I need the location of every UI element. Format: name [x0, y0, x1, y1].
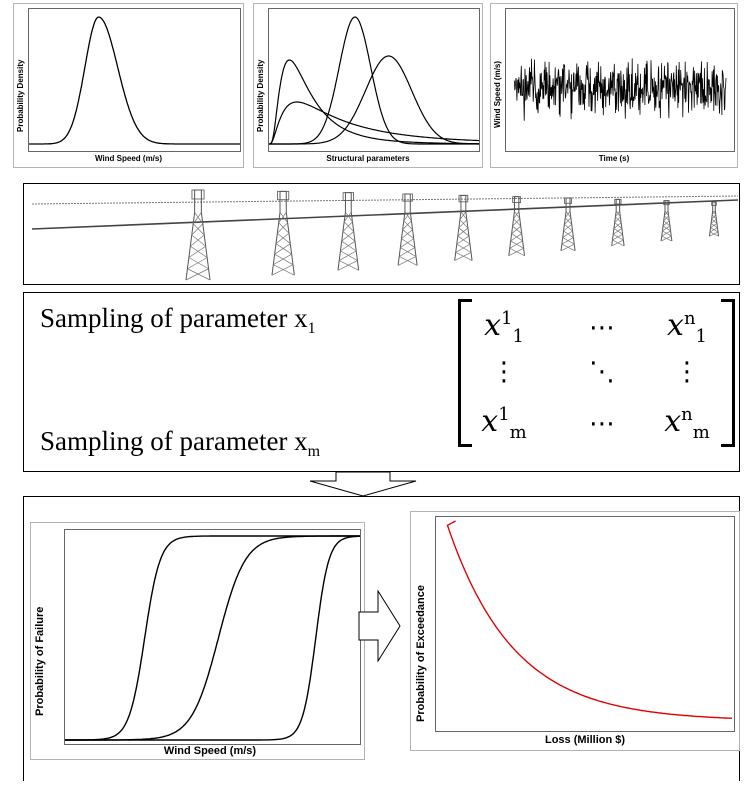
matrix-top-left: x11 [484, 308, 524, 347]
matrix-bottom-hdots: ⋯ [589, 409, 615, 439]
wind-speed-time-ylabel: Wind Speed (m/s) [493, 60, 502, 128]
transmission-tower [560, 197, 576, 252]
transmission-tower [337, 192, 360, 271]
matrix-right-vdots: ⋮ [674, 357, 700, 387]
transmission-tower [508, 196, 526, 256]
down-arrow-icon [309, 471, 417, 497]
wind-speed-pdf-xlabel: Wind Speed (m/s) [94, 154, 163, 163]
sampling-line-last-text: Sampling of parameter x [40, 426, 308, 456]
matrix-center-ddots: ⋱ [589, 357, 615, 387]
loss-exceedance-ylabel: Probability of Exceedance [415, 585, 427, 722]
transmission-tower [611, 198, 625, 247]
structural-parameters-pdf-panel: Probability Density Structural parameter… [253, 3, 483, 168]
right-arrow-icon [358, 590, 401, 662]
wind-speed-time-xlabel: Time (s) [598, 154, 630, 163]
fragility-curves [65, 535, 360, 741]
matrix-top-right: xn1 [667, 308, 707, 347]
loss-exceedance-curve [446, 520, 733, 719]
wind-speed-time-panel: Wind Speed (m/s) Time (s) [490, 3, 738, 168]
loss-exceedance-panel: Probability of Exceedance Loss (Million … [410, 511, 740, 751]
wind-speed-pdf-ylabel: Probability Density [16, 59, 25, 132]
loss-exceedance-plot [435, 516, 735, 732]
loss-exceedance-xlabel: Loss (Million $) [544, 734, 626, 746]
transmission-tower [271, 190, 295, 276]
matrix-left-bracket [458, 299, 472, 447]
sampling-line-first: Sampling of parameter x1 [40, 303, 316, 338]
transmission-line-panel [23, 183, 740, 285]
sampling-line-first-text: Sampling of parameter x [40, 303, 308, 333]
structural-parameters-pdf-curves [269, 16, 479, 145]
sampling-line-last: Sampling of parameter xm [40, 426, 320, 461]
matrix-right-bracket [721, 299, 735, 447]
sampling-line-last-subscript: m [307, 443, 321, 460]
wind-speed-time-plot [505, 8, 735, 152]
matrix-bottom-right: xnm [664, 404, 710, 443]
matrix-top-hdots: ⋯ [589, 313, 615, 343]
transmission-line-illustration [31, 189, 739, 281]
transmission-tower [454, 194, 473, 261]
transmission-tower [397, 193, 418, 266]
fragility-panel: Probability of Failure Wind Speed (m/s) [30, 522, 365, 760]
transmission-tower [708, 201, 720, 237]
structural-parameters-pdf-xlabel: Structural parameters [326, 154, 410, 163]
matrix-bottom-left: x1m [481, 404, 527, 443]
wind-speed-pdf-curve [29, 16, 240, 145]
sampling-line-first-subscript: 1 [307, 320, 316, 337]
wind-speed-time-series [513, 58, 727, 121]
wind-speed-pdf-panel: Probability Density Wind Speed (m/s) [13, 3, 244, 168]
matrix-left-vdots: ⋮ [491, 357, 517, 387]
structural-parameters-pdf-plot [268, 8, 480, 152]
sampling-panel: Sampling of parameter x1 Sampling of par… [23, 292, 740, 472]
fragility-xlabel: Wind Speed (m/s) [163, 745, 257, 757]
structural-parameters-pdf-ylabel: Probability Density [256, 59, 265, 132]
fragility-plot [64, 529, 361, 745]
wind-speed-pdf-plot [28, 8, 241, 152]
fragility-ylabel: Probability of Failure [34, 606, 46, 716]
transmission-tower [185, 189, 211, 281]
transmission-tower [660, 200, 673, 242]
